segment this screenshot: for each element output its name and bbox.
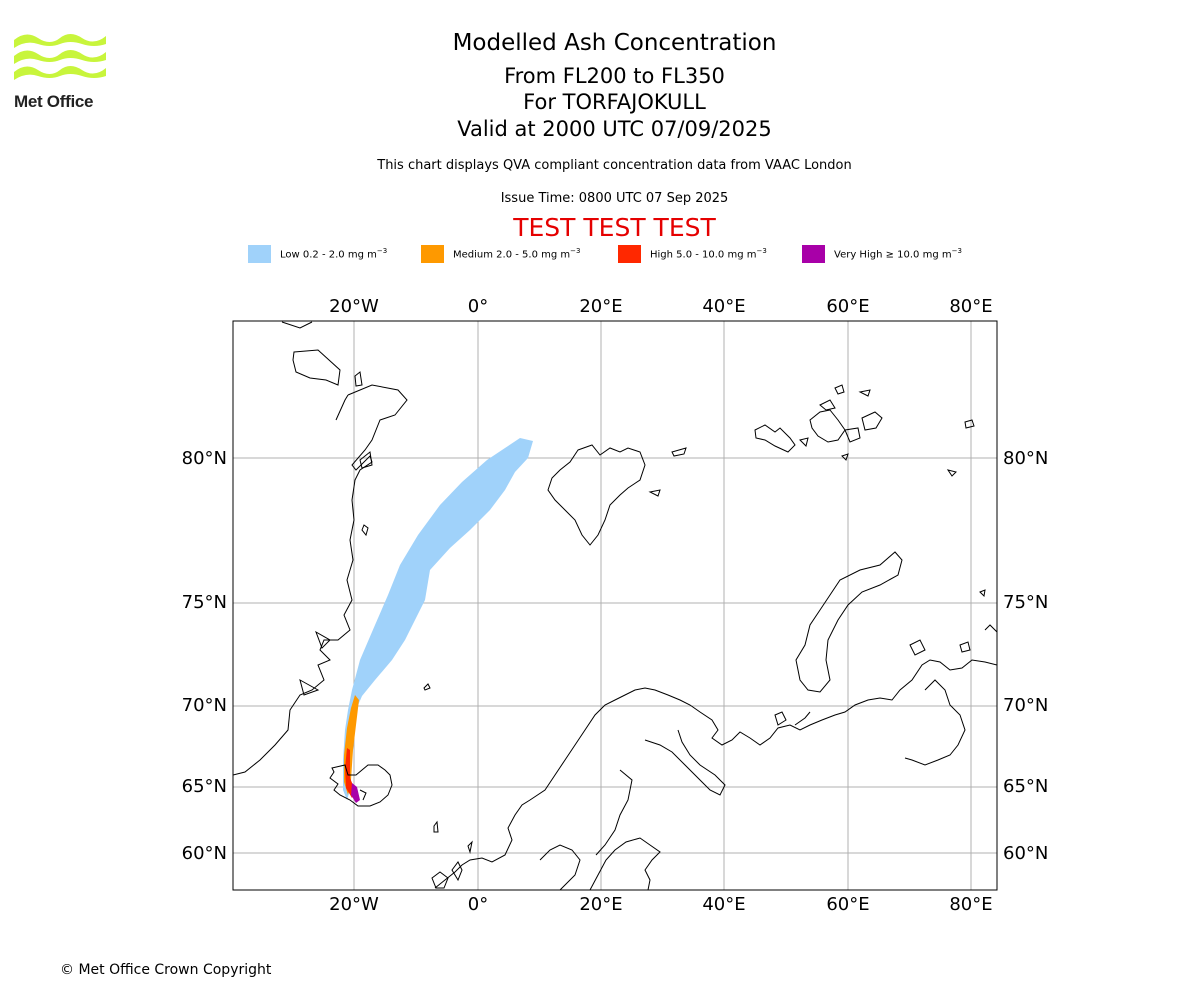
lat-label: 75°N (1003, 592, 1048, 613)
lat-label: 65°N (182, 776, 227, 797)
ash-plume-very-high (351, 783, 360, 803)
met-office-waves-icon (14, 34, 106, 80)
legend-item-low: Low 0.2 - 2.0 mg m−3 (248, 244, 387, 264)
lat-label: 70°N (1003, 695, 1048, 716)
legend-item-very-high: Very High ≥ 10.0 mg m−3 (802, 244, 962, 264)
lat-label: 60°N (182, 843, 227, 864)
lon-label: 60°E (826, 296, 869, 317)
legend-label-very-high: Very High ≥ 10.0 mg m−3 (834, 247, 962, 261)
legend-swatch-medium (421, 245, 444, 263)
graticule (233, 321, 997, 890)
valid-time-subtitle: Valid at 2000 UTC 07/09/2025 (457, 117, 772, 141)
svalbard-coast (547, 444, 646, 546)
description-text: This chart displays QVA compliant concen… (377, 158, 852, 173)
lat-labels-left: 80°N 75°N 70°N 65°N 60°N (182, 448, 227, 864)
volcano-subtitle: For TORFAJOKULL (523, 90, 706, 114)
map-frame (232, 320, 998, 891)
lon-label: 0° (468, 894, 488, 915)
lon-label: 20°E (579, 894, 622, 915)
lat-label: 70°N (182, 695, 227, 716)
lon-label: 40°E (702, 894, 745, 915)
copyright-text: © Met Office Crown Copyright (60, 962, 272, 978)
lon-label: 20°E (579, 296, 622, 317)
flight-level-subtitle: From FL200 to FL350 (504, 64, 725, 88)
legend-item-high: High 5.0 - 10.0 mg m−3 (618, 244, 767, 264)
legend-label-medium: Medium 2.0 - 5.0 mg m−3 (453, 247, 581, 261)
legend-swatch-low (248, 245, 271, 263)
issue-time-text: Issue Time: 0800 UTC 07 Sep 2025 (500, 191, 729, 206)
logo-text: Met Office (14, 92, 94, 111)
lon-labels-bottom: 20°W 0° 20°E 40°E 60°E 80°E (329, 894, 992, 915)
chart-title: Modelled Ash Concentration (452, 30, 777, 56)
lat-labels-right: 80°N 75°N 70°N 65°N 60°N (1003, 448, 1048, 864)
legend-label-high: High 5.0 - 10.0 mg m−3 (650, 247, 767, 261)
lon-label: 40°E (702, 296, 745, 317)
lon-label: 80°E (949, 296, 992, 317)
coastlines (233, 321, 997, 890)
scandinavia-coast (434, 659, 997, 889)
lat-label: 60°N (1003, 843, 1048, 864)
lon-labels-top: 20°W 0° 20°E 40°E 60°E 80°E (329, 296, 992, 317)
legend-label-low: Low 0.2 - 2.0 mg m−3 (280, 247, 388, 261)
legend-swatch-high (618, 245, 641, 263)
lon-label: 20°W (329, 894, 379, 915)
lon-label: 80°E (949, 894, 992, 915)
legend-swatch-very-high (802, 245, 825, 263)
test-banner: TEST TEST TEST (513, 213, 716, 242)
iceland-coast (329, 764, 393, 807)
lat-label: 80°N (182, 448, 227, 469)
lon-label: 0° (468, 296, 488, 317)
lat-label: 65°N (1003, 776, 1048, 797)
novaya-zemlya-coast (795, 551, 903, 693)
ash-plume-low (343, 438, 533, 800)
legend-item-medium: Medium 2.0 - 5.0 mg m−3 (421, 244, 580, 264)
lon-label: 60°E (826, 894, 869, 915)
lat-label: 75°N (182, 592, 227, 613)
met-office-logo: Met Office (14, 30, 106, 112)
lat-label: 80°N (1003, 448, 1048, 469)
lon-label: 20°W (329, 296, 379, 317)
